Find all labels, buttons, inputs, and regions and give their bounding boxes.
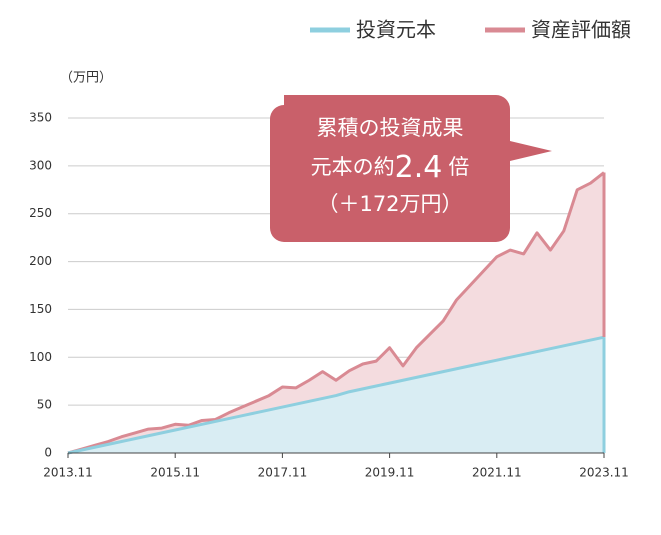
x-tick-label: 2015.11 xyxy=(150,466,200,480)
callout-part: 2.4 xyxy=(395,150,443,185)
x-tick-label: 2017.11 xyxy=(258,466,308,480)
x-tick-label: 2013.11 xyxy=(43,466,93,480)
callout-text: （＋172万円） xyxy=(317,192,462,216)
y-tick-label: 150 xyxy=(29,302,52,316)
series-line xyxy=(67,335,605,455)
y-unit: （万円） xyxy=(60,71,112,86)
y-tick-label: 0 xyxy=(44,446,52,460)
legend-label: 投資元本 xyxy=(356,18,436,42)
x-tick-label: 2021.11 xyxy=(472,466,522,480)
callout-text: 元本の約2.4 倍 xyxy=(311,150,470,185)
x-tick-label: 2023.11 xyxy=(579,466,629,480)
callout-part: 元本の約 xyxy=(311,155,395,179)
y-tick-label: 200 xyxy=(29,254,52,268)
callout-text: 累積の投資成果 xyxy=(317,116,464,140)
y-tick-label: 50 xyxy=(37,398,52,412)
y-tick-label: 100 xyxy=(29,350,52,364)
y-tick-label: 300 xyxy=(29,158,52,172)
x-tick-label: 2019.11 xyxy=(365,466,415,480)
y-tick-label: 250 xyxy=(29,206,52,220)
series-line xyxy=(67,171,605,455)
callout-part: 倍 xyxy=(448,155,469,179)
legend-label: 資産評価額 xyxy=(531,18,631,42)
callout xyxy=(270,95,552,242)
y-tick-label: 350 xyxy=(29,111,52,125)
